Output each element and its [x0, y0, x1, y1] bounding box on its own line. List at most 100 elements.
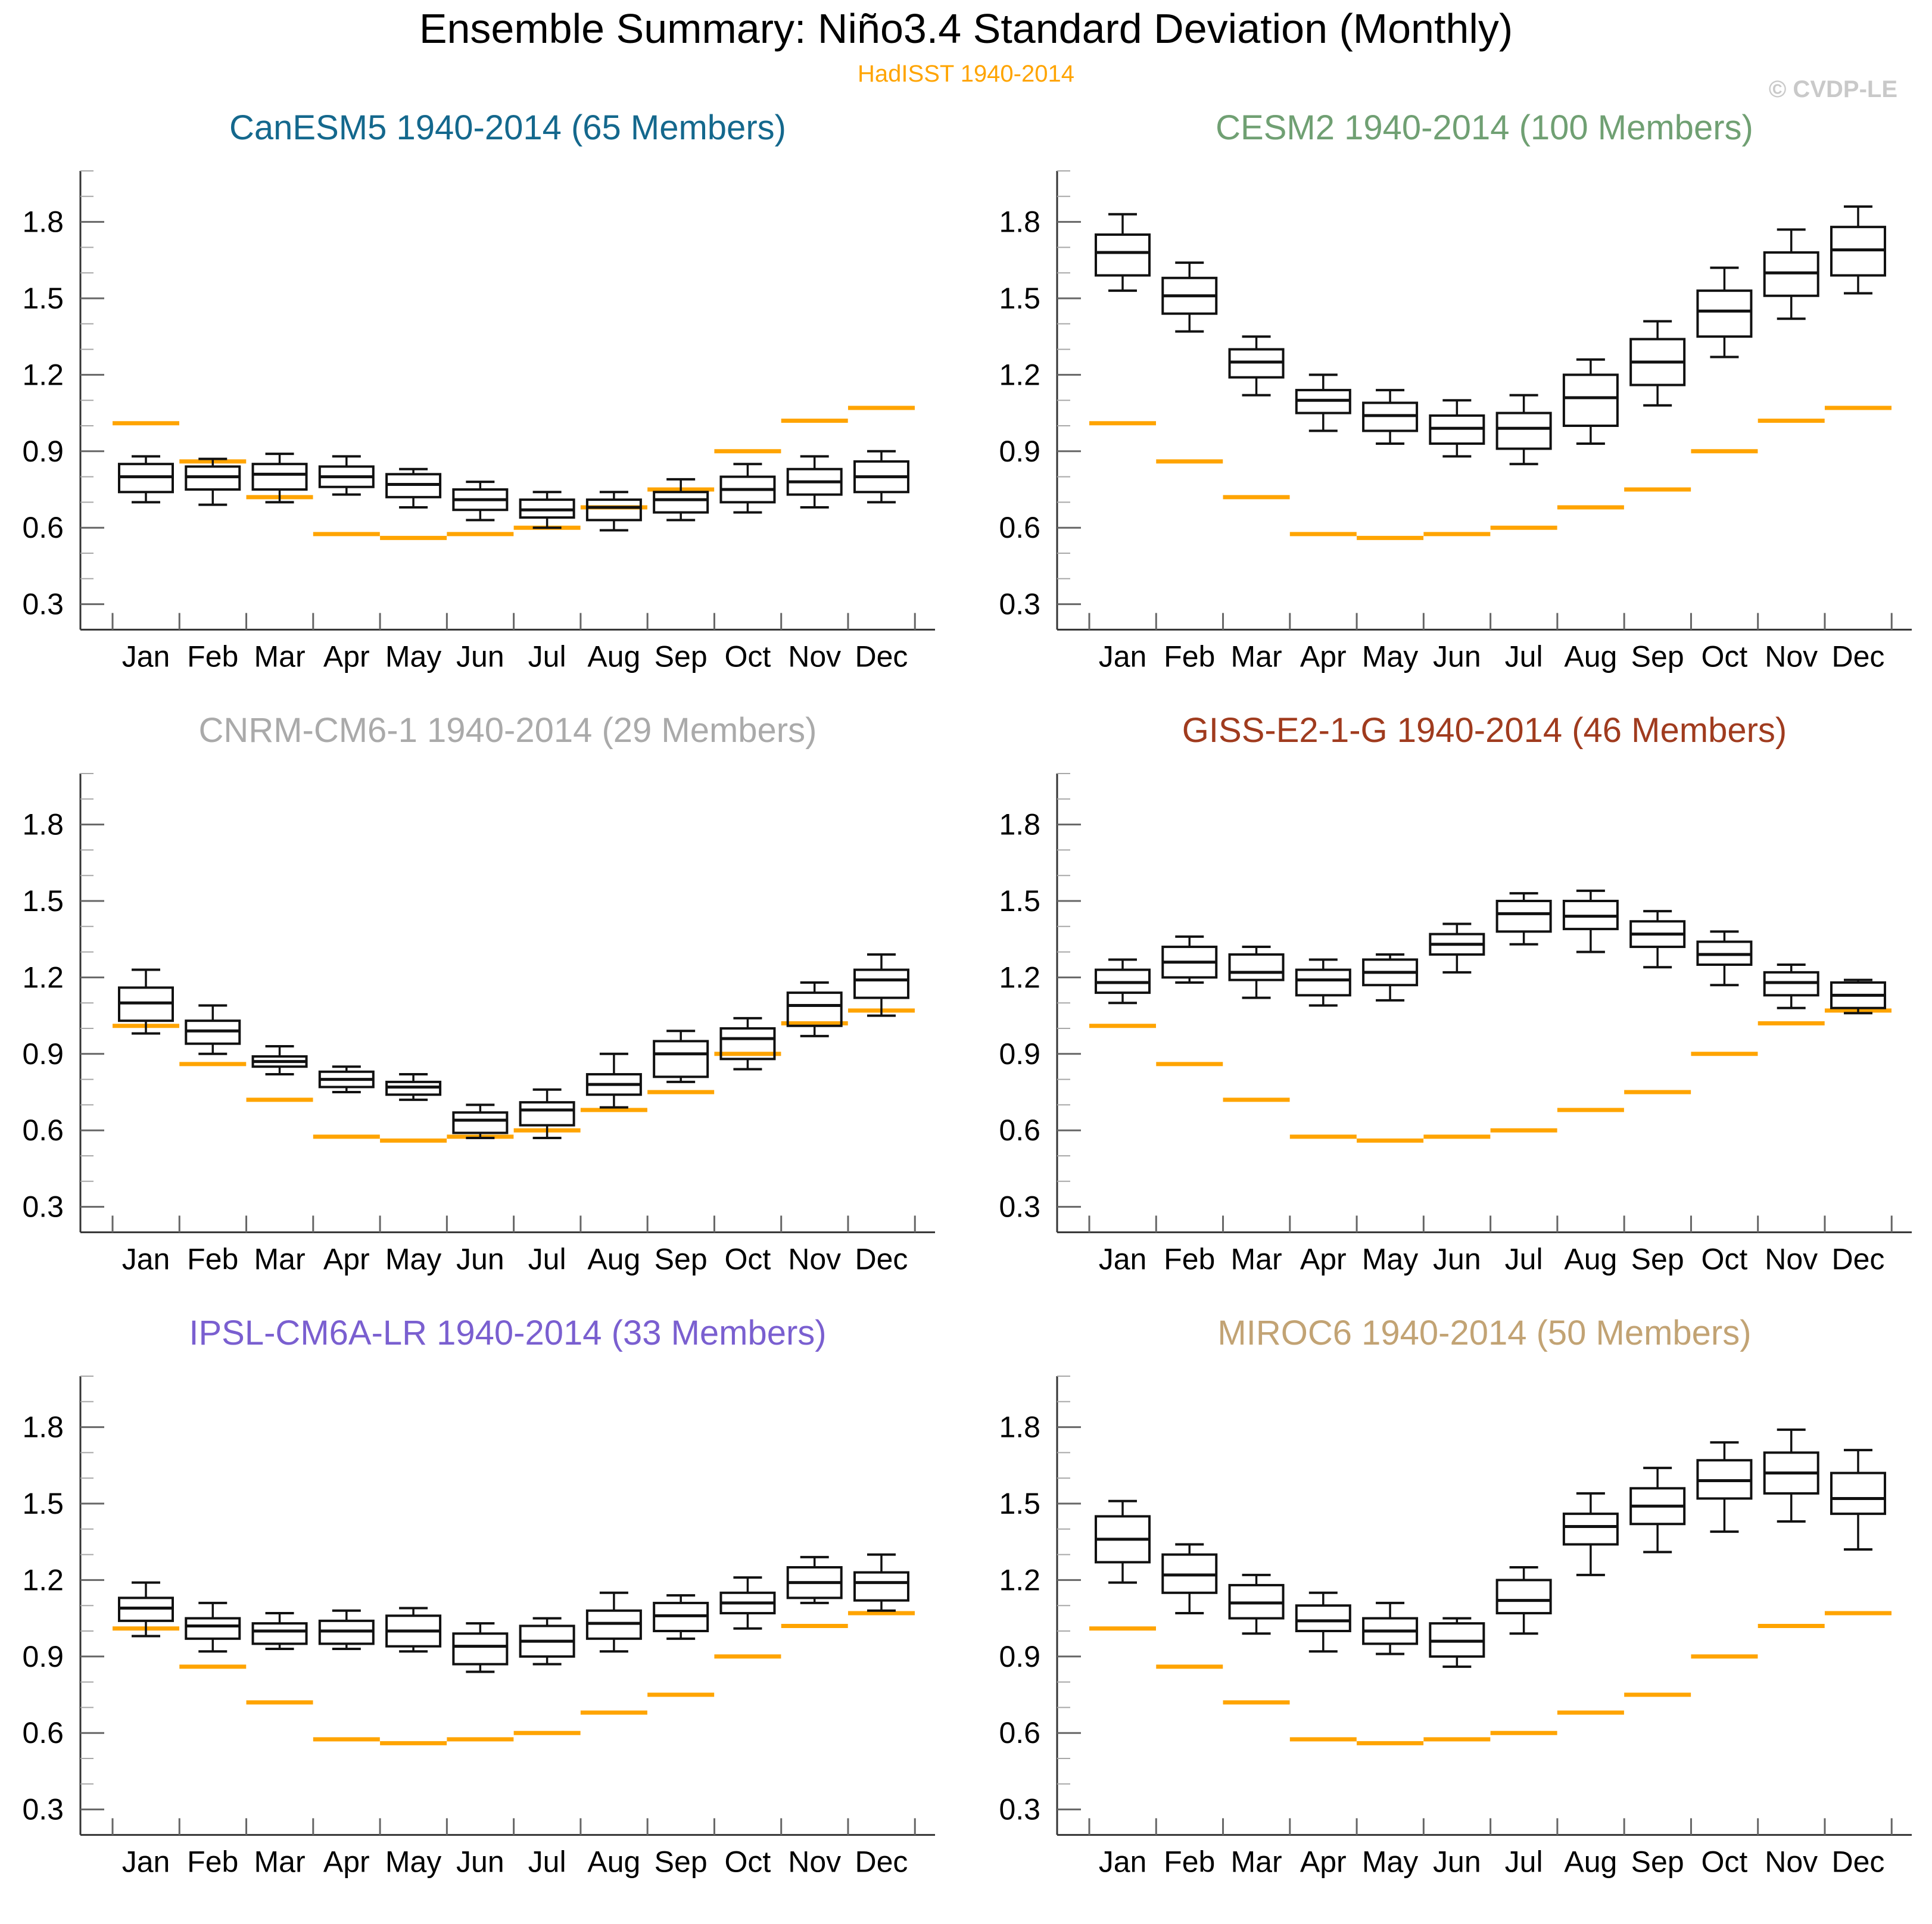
box-canesm5-jan	[118, 455, 174, 504]
box-miroc6-aug	[1562, 1492, 1619, 1576]
iqr-box	[251, 463, 308, 491]
month-label-jun: Jun	[456, 1845, 504, 1878]
month-label-nov: Nov	[788, 1845, 841, 1878]
y-tick-label: 1.2	[22, 1563, 64, 1596]
box-cesm2-jun	[1429, 399, 1485, 458]
month-label-dec: Dec	[855, 1845, 908, 1878]
y-tick-label: 1.2	[22, 961, 64, 994]
month-label-sep: Sep	[1631, 1242, 1684, 1276]
month-label-mar: Mar	[254, 640, 305, 673]
month-label-may: May	[385, 1845, 441, 1878]
iqr-box	[1295, 968, 1351, 997]
box-ipsl-cm6a-lr-aug	[585, 1591, 642, 1653]
iqr-box	[719, 1027, 776, 1061]
month-label-sep: Sep	[655, 640, 708, 673]
iqr-box	[1095, 233, 1151, 277]
iqr-box	[653, 1040, 709, 1078]
box-cesm2-apr	[1295, 373, 1351, 432]
iqr-box	[585, 498, 642, 522]
month-label-oct: Oct	[1702, 1242, 1748, 1276]
box-giss-e2-1-g-sep	[1629, 910, 1686, 969]
box-cesm2-nov	[1763, 228, 1819, 320]
y-tick-label: 1.5	[22, 1487, 64, 1520]
y-axis: 0.3 0.6 0.9 1.2 1.5 1.8	[999, 1376, 1081, 1836]
month-label-oct: Oct	[1702, 640, 1748, 673]
month-label-dec: Dec	[855, 1242, 908, 1276]
month-label-may: May	[385, 1242, 441, 1276]
box-cesm2-mar	[1228, 335, 1285, 397]
box-cnrm-cm6-1-sep	[653, 1030, 709, 1083]
month-label-nov: Nov	[788, 1242, 841, 1276]
box-miroc6-feb	[1161, 1543, 1218, 1615]
y-tick-label: 1.5	[999, 884, 1040, 918]
y-axis: 0.3 0.6 0.9 1.2 1.5 1.8	[999, 170, 1081, 631]
month-label-dec: Dec	[855, 640, 908, 673]
box-ipsl-cm6a-lr-jan	[118, 1581, 174, 1638]
iqr-box	[1562, 1513, 1619, 1546]
y-tick-label: 1.8	[999, 205, 1040, 239]
box-miroc6-sep	[1629, 1467, 1686, 1554]
box-ipsl-cm6a-lr-sep	[653, 1594, 709, 1640]
box-miroc6-dec	[1830, 1449, 1886, 1551]
box-cnrm-cm6-1-oct	[719, 1016, 776, 1071]
y-tick-label: 0.9	[999, 435, 1040, 468]
y-tick-label: 0.6	[999, 511, 1040, 544]
month-label-feb: Feb	[1164, 1845, 1215, 1878]
month-label-aug: Aug	[1564, 640, 1617, 673]
box-cnrm-cm6-1-apr	[318, 1065, 375, 1093]
iqr-box	[251, 1622, 308, 1645]
box-miroc6-jul	[1495, 1566, 1552, 1635]
boxplot-chart-cnrm-cm6-1: 0.3 0.6 0.9 1.2 1.5 1.8 Jan Feb Mar Apr May Jun Jul A…	[22, 773, 935, 1276]
month-label-feb: Feb	[187, 1845, 238, 1878]
month-label-mar: Mar	[1230, 1242, 1282, 1276]
box-giss-e2-1-g-mar	[1228, 946, 1285, 999]
y-tick-label: 0.3	[22, 588, 64, 621]
month-label-feb: Feb	[1164, 640, 1215, 673]
observation-subtitle: HadISST 1940-2014	[858, 61, 1074, 87]
month-label-jan: Jan	[122, 640, 170, 673]
y-tick-label: 0.9	[22, 1640, 64, 1673]
box-ipsl-cm6a-lr-may	[385, 1607, 442, 1653]
y-tick-label: 0.6	[22, 1716, 64, 1750]
month-label-oct: Oct	[725, 1242, 771, 1276]
month-label-apr: Apr	[1300, 640, 1347, 673]
box-ipsl-cm6a-lr-jul	[519, 1617, 575, 1666]
month-label-jun: Jun	[1433, 640, 1481, 673]
iqr-box	[185, 1617, 241, 1640]
hadisst-obs-lines	[113, 406, 915, 540]
y-tick-label: 0.3	[999, 1190, 1040, 1224]
month-label-jun: Jun	[456, 1242, 504, 1276]
month-label-jun: Jun	[456, 640, 504, 673]
box-giss-e2-1-g-dec	[1830, 978, 1886, 1015]
y-tick-label: 0.9	[999, 1640, 1040, 1673]
box-cesm2-jan	[1095, 213, 1151, 292]
iqr-box	[1295, 1604, 1351, 1633]
month-label-jul: Jul	[528, 1242, 566, 1276]
month-label-mar: Mar	[1230, 1845, 1282, 1878]
month-label-nov: Nov	[788, 640, 841, 673]
box-miroc6-jan	[1095, 1499, 1151, 1584]
month-label-feb: Feb	[187, 1242, 238, 1276]
boxplot-chart-canesm5: 0.3 0.6 0.9 1.2 1.5 1.8 Jan Feb Mar Apr May Jun Jul A…	[22, 170, 935, 673]
month-label-jul: Jul	[1505, 1242, 1543, 1276]
panel-title-ipsl-cm6a-lr: IPSL-CM6A-LR 1940-2014 (33 Members)	[189, 1314, 827, 1352]
month-label-dec: Dec	[1832, 1845, 1885, 1878]
iqr-box	[519, 1101, 575, 1127]
month-label-jul: Jul	[528, 1845, 566, 1878]
y-tick-label: 1.5	[999, 282, 1040, 315]
box-miroc6-apr	[1295, 1591, 1351, 1653]
y-tick-label: 1.2	[22, 358, 64, 391]
x-axis: Jan Feb Mar Apr May Jun Jul Aug Sep Oct Nov Dec	[1057, 613, 1912, 673]
box-cesm2-dec	[1830, 205, 1886, 295]
month-label-oct: Oct	[1702, 1845, 1748, 1878]
month-label-may: May	[385, 640, 441, 673]
iqr-box	[853, 968, 909, 999]
box-canesm5-oct	[719, 463, 776, 514]
month-label-oct: Oct	[725, 1845, 771, 1878]
month-label-sep: Sep	[1631, 1845, 1684, 1878]
month-label-may: May	[1362, 1242, 1418, 1276]
month-label-apr: Apr	[323, 1845, 370, 1878]
panel-title-cnrm-cm6-1: CNRM-CM6-1 1940-2014 (29 Members)	[198, 711, 817, 750]
box-ipsl-cm6a-lr-jun	[452, 1622, 509, 1673]
box-cnrm-cm6-1-nov	[786, 981, 843, 1037]
